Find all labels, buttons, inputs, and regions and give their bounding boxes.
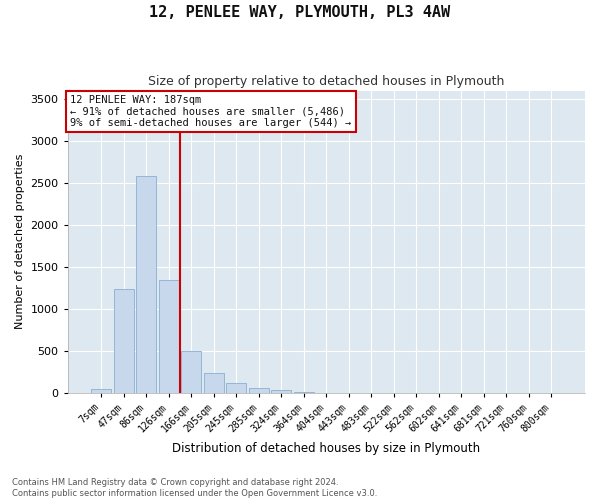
Bar	[271, 390, 292, 392]
Bar	[249, 388, 269, 392]
Bar	[181, 350, 202, 393]
Text: Contains HM Land Registry data © Crown copyright and database right 2024.
Contai: Contains HM Land Registry data © Crown c…	[12, 478, 377, 498]
Bar	[226, 383, 247, 392]
Bar	[204, 374, 224, 392]
Bar	[114, 290, 134, 393]
Bar	[136, 176, 157, 392]
Bar	[91, 390, 112, 392]
Y-axis label: Number of detached properties: Number of detached properties	[15, 154, 25, 330]
Bar	[159, 280, 179, 392]
X-axis label: Distribution of detached houses by size in Plymouth: Distribution of detached houses by size …	[172, 442, 481, 455]
Text: 12, PENLEE WAY, PLYMOUTH, PL3 4AW: 12, PENLEE WAY, PLYMOUTH, PL3 4AW	[149, 5, 451, 20]
Title: Size of property relative to detached houses in Plymouth: Size of property relative to detached ho…	[148, 75, 505, 88]
Text: 12 PENLEE WAY: 187sqm
← 91% of detached houses are smaller (5,486)
9% of semi-de: 12 PENLEE WAY: 187sqm ← 91% of detached …	[70, 95, 352, 128]
